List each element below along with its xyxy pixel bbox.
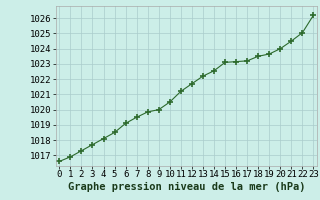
X-axis label: Graphe pression niveau de la mer (hPa): Graphe pression niveau de la mer (hPa) xyxy=(68,182,305,192)
